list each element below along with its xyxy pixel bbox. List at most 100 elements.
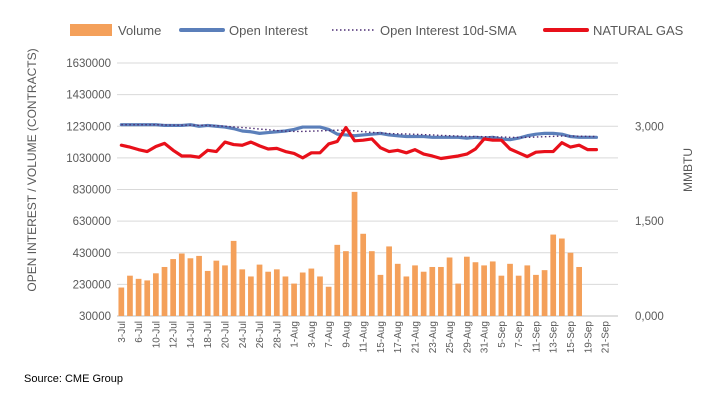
- source-note: Source: CME Group: [24, 373, 124, 385]
- right-tick-label: 3,000: [635, 121, 664, 133]
- right-tick-label: 0,000: [635, 311, 664, 323]
- x-tick-label: 13-Sep: [549, 321, 560, 354]
- volume-bar: [403, 276, 410, 316]
- x-tick-label: 21-Aug: [411, 321, 422, 353]
- open-interest-line: [119, 123, 599, 142]
- legend-volume-label: Volume: [118, 23, 161, 38]
- volume-bar: [507, 263, 513, 316]
- left-tick-label: 1230000: [66, 121, 111, 133]
- volume-bar: [291, 283, 297, 316]
- volume-bar: [187, 258, 194, 316]
- volume-bar: [213, 260, 220, 316]
- volume-bar: [135, 278, 142, 316]
- volume-bar: [567, 252, 574, 316]
- volume-bar: [524, 265, 531, 316]
- right-tick-label: 1,500: [635, 216, 664, 228]
- open-interest-sma-line: [121, 123, 597, 139]
- x-tick-label: 19-Sep: [583, 321, 594, 354]
- volume-bar: [420, 271, 427, 316]
- x-tick-label: 7-Aug: [324, 321, 335, 348]
- volume-bar: [153, 273, 159, 316]
- legend: Volume Open Interest Open Interest 10d-S…: [70, 23, 684, 38]
- volume-bar: [463, 256, 470, 316]
- volume-bar: [576, 266, 582, 316]
- x-tick-label: 23-Aug: [428, 321, 439, 353]
- x-tick-label: 28-Jul: [272, 321, 283, 348]
- volume-bar: [343, 251, 349, 316]
- x-tick-label: 9-Aug: [341, 321, 352, 348]
- volume-bar: [222, 265, 228, 316]
- volume-bar: [386, 246, 392, 316]
- series-lines: [119, 123, 599, 161]
- volume-bar: [204, 270, 211, 316]
- volume-bar: [455, 283, 462, 316]
- left-tick-label: 1030000: [66, 153, 111, 165]
- volume-bar: [256, 264, 263, 316]
- left-axis-label: OPEN INTEREST / VOLUME (CONTRACTS): [25, 48, 39, 291]
- volume-bar: [248, 276, 254, 316]
- x-tick-label: 14-Jul: [186, 321, 197, 348]
- right-axis-label: MMBTU: [681, 148, 695, 192]
- x-tick-label: 10-Jul: [151, 321, 162, 348]
- volume-bars: [118, 191, 582, 316]
- volume-bar: [533, 274, 539, 316]
- volume-bar: [412, 265, 418, 316]
- x-tick-label: 15-Aug: [376, 321, 387, 353]
- volume-bar: [299, 272, 306, 316]
- x-tick-label: 26-Jul: [255, 321, 266, 348]
- volume-bar: [429, 266, 436, 316]
- left-axis-ticks: 30000 230000 430000 630000 830000 1030000 1230…: [66, 58, 111, 323]
- x-tick-label: 11-Sep: [531, 321, 542, 353]
- x-tick-label: 11-Aug: [359, 321, 370, 353]
- volume-bar: [438, 266, 444, 316]
- left-tick-label: 30000: [79, 311, 111, 323]
- volume-bar: [127, 275, 133, 316]
- left-tick-label: 1430000: [66, 90, 111, 102]
- volume-bar: [489, 261, 496, 316]
- volume-bar: [351, 191, 358, 316]
- volume-bar: [472, 262, 479, 316]
- x-tick-label: 17-Aug: [393, 321, 404, 353]
- volume-bar: [308, 268, 315, 316]
- legend-sma-label: Open Interest 10d-SMA: [380, 23, 517, 38]
- volume-bar: [541, 270, 548, 316]
- left-tick-label: 1630000: [66, 58, 111, 70]
- volume-bar: [282, 276, 289, 316]
- volume-bar: [550, 234, 557, 316]
- volume-bar: [178, 253, 185, 316]
- x-tick-label: 15-Sep: [566, 321, 577, 354]
- natural-gas-line: [119, 125, 599, 161]
- left-tick-label: 230000: [73, 279, 111, 291]
- volume-bar: [559, 238, 565, 316]
- left-tick-label: 830000: [73, 185, 111, 197]
- volume-bar: [170, 259, 176, 316]
- volume-bar: [325, 286, 332, 316]
- volume-bar: [377, 274, 384, 316]
- volume-bar: [481, 265, 487, 316]
- legend-price-label: NATURAL GAS: [593, 23, 684, 38]
- x-tick-label: 18-Jul: [203, 321, 214, 348]
- volume-bar: [368, 251, 375, 316]
- volume-bar: [334, 244, 341, 316]
- x-tick-label: 3-Aug: [307, 321, 318, 348]
- volume-bar: [118, 287, 125, 316]
- x-tick-label: 25-Aug: [445, 321, 456, 353]
- volume-bar: [161, 266, 168, 316]
- x-axis-ticks: 3-Jul 6-Jul 10-Jul 12-Jul 14-Jul 18-Jul 20-Jul…: [117, 321, 612, 354]
- right-axis-ticks: 0,000 1,500 3,000: [635, 121, 664, 323]
- volume-bar: [446, 257, 453, 316]
- legend-oi-label: Open Interest: [229, 23, 308, 38]
- volume-bar: [273, 269, 280, 316]
- x-tick-label: 7-Sep: [514, 321, 525, 348]
- volume-bar: [230, 240, 237, 316]
- legend-volume-swatch: [70, 24, 112, 36]
- volume-bar: [144, 280, 151, 316]
- x-tick-label: 20-Jul: [220, 321, 231, 348]
- x-tick-label: 12-Jul: [169, 321, 180, 348]
- x-tick-label: 3-Jul: [117, 321, 128, 343]
- volume-bar: [394, 263, 401, 316]
- x-tick-label: 5-Sep: [497, 321, 508, 348]
- volume-bar: [515, 275, 522, 316]
- volume-bar: [317, 276, 323, 316]
